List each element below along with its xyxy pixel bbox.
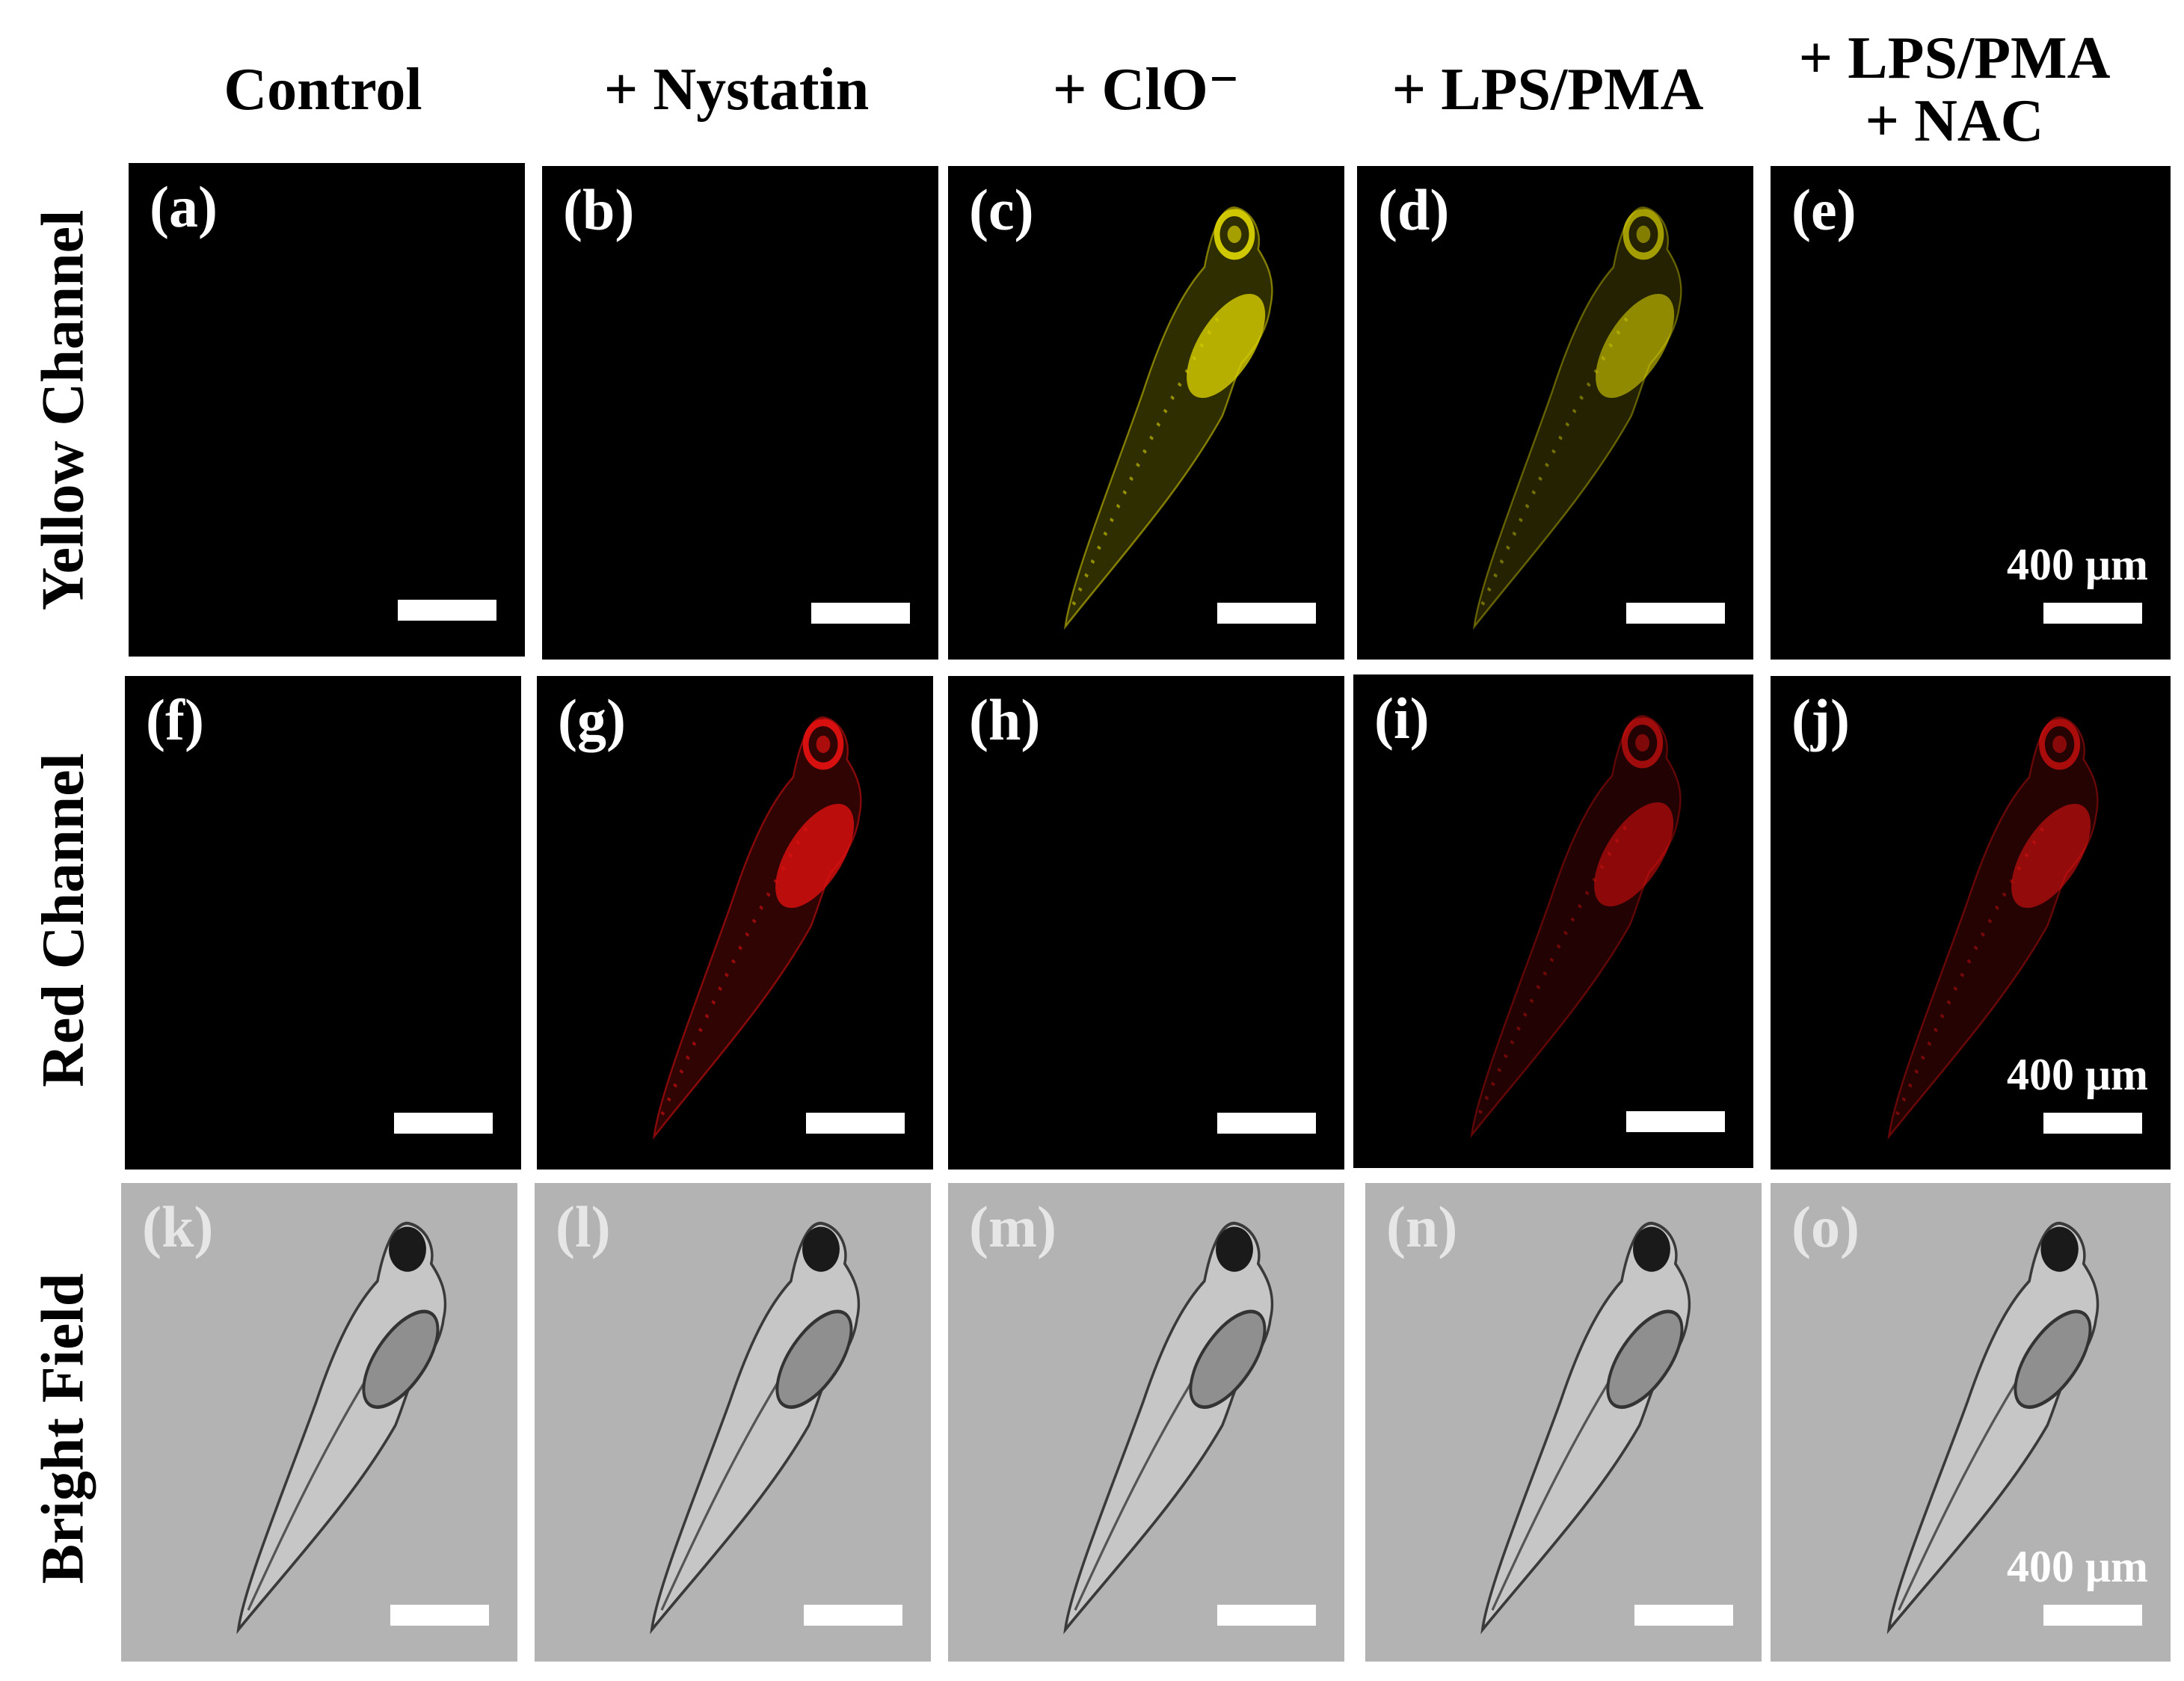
column-header-clo: + ClO⁻	[944, 22, 1348, 157]
zebrafish-larva	[650, 1221, 861, 1635]
panel-h: (h)	[948, 676, 1344, 1170]
panel-label: (h)	[969, 687, 1041, 752]
zebrafish-larva	[1063, 1221, 1274, 1635]
column-header-label: + LPS/PMA	[1391, 57, 1704, 123]
scale-bar	[806, 1113, 905, 1134]
scale-bar	[2043, 1605, 2142, 1626]
panel-b: (b)	[542, 166, 938, 660]
panel-f: (f)	[125, 676, 521, 1170]
zebrafish-larva	[1480, 1221, 1691, 1635]
panel-a: (a)	[129, 163, 525, 657]
scale-bar	[1626, 1111, 1725, 1132]
panel-label: (j)	[1791, 687, 1850, 752]
scale-bar	[2043, 1113, 2142, 1134]
panel-label: (i)	[1374, 686, 1430, 751]
column-header-nystatin: + Nystatin	[535, 22, 938, 157]
panel-m: (m)	[948, 1183, 1344, 1662]
panel-label: (g)	[558, 687, 626, 752]
row-header-bright: Bright Field	[0, 1181, 127, 1675]
panel-label: (m)	[969, 1194, 1056, 1259]
panel-o: (o) 400 μm	[1771, 1183, 2171, 1662]
panel-g: (g)	[537, 676, 933, 1170]
panel-label: (f)	[146, 687, 204, 752]
zebrafish-larva	[1886, 1221, 2100, 1635]
scale-bar	[1217, 1113, 1316, 1134]
zebrafish-larva	[1473, 206, 1682, 630]
panel-l: (l)	[535, 1183, 931, 1662]
column-header-lps-pma: + LPS/PMA	[1346, 22, 1750, 157]
zebrafish-larva	[1887, 716, 2099, 1140]
panel-d: (d)	[1357, 166, 1753, 660]
scale-bar-text: 400 μm	[2007, 1050, 2148, 1099]
panel-label: (e)	[1791, 177, 1857, 242]
scale-bar	[804, 1605, 902, 1626]
scale-bar-text: 400 μm	[2007, 1542, 2148, 1591]
panel-label: (a)	[150, 174, 218, 239]
scale-bar	[1217, 1605, 1316, 1626]
zebrafish-larva	[653, 716, 862, 1140]
column-header-line1: + LPS/PMA	[1798, 25, 2111, 91]
panel-label: (d)	[1378, 177, 1450, 242]
panel-label: (k)	[142, 1194, 214, 1259]
panel-label: (b)	[563, 177, 635, 242]
row-header-label: Bright Field	[30, 1273, 96, 1584]
panel-k: (k)	[121, 1183, 517, 1662]
column-header-label: + ClO⁻	[1052, 57, 1240, 123]
column-header-label: + Nystatin	[603, 57, 870, 123]
panel-label: (o)	[1791, 1194, 1860, 1259]
zebrafish-larva	[1470, 715, 1682, 1139]
scale-bar	[1217, 603, 1316, 624]
scale-bar	[394, 1113, 493, 1134]
panel-c: (c)	[948, 166, 1344, 660]
row-header-yellow: Yellow Channel	[0, 163, 127, 657]
row-header-label: Yellow Channel	[30, 209, 96, 610]
row-header-red: Red Channel	[0, 673, 127, 1167]
column-header-lps-pma-nac: + LPS/PMA + NAC	[1753, 22, 2156, 157]
scale-bar-text: 400 μm	[2007, 540, 2148, 589]
panel-label: (n)	[1386, 1194, 1458, 1259]
scale-bar	[1626, 603, 1725, 624]
scale-bar	[398, 600, 496, 621]
panel-label: (l)	[556, 1194, 611, 1259]
scale-bar	[1634, 1605, 1733, 1626]
panel-n: (n)	[1365, 1183, 1762, 1662]
panel-j: (j) 400 μm	[1771, 676, 2171, 1170]
row-header-label: Red Channel	[30, 752, 96, 1087]
zebrafish-larva	[1064, 206, 1273, 630]
panel-label: (c)	[969, 177, 1034, 242]
column-header-control: Control	[121, 22, 525, 157]
panel-e: (e) 400 μm	[1771, 166, 2171, 660]
column-header-line2: + NAC	[1865, 88, 2044, 154]
scale-bar	[2043, 603, 2142, 624]
scale-bar	[390, 1605, 489, 1626]
panel-i: (i)	[1353, 674, 1753, 1168]
zebrafish-larva	[236, 1221, 447, 1635]
column-header-label: Control	[224, 57, 422, 123]
scale-bar	[811, 603, 910, 624]
